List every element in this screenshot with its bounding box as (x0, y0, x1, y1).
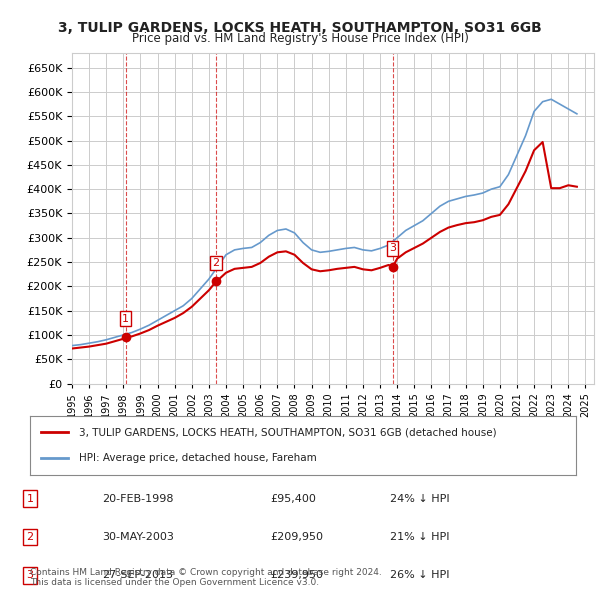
Text: £95,400: £95,400 (270, 494, 316, 503)
Text: 2: 2 (212, 258, 220, 268)
Text: Price paid vs. HM Land Registry's House Price Index (HPI): Price paid vs. HM Land Registry's House … (131, 32, 469, 45)
Text: 3, TULIP GARDENS, LOCKS HEATH, SOUTHAMPTON, SO31 6GB: 3, TULIP GARDENS, LOCKS HEATH, SOUTHAMPT… (58, 21, 542, 35)
Text: 20-FEB-1998: 20-FEB-1998 (102, 494, 173, 503)
Text: 21% ↓ HPI: 21% ↓ HPI (390, 532, 449, 542)
Text: 24% ↓ HPI: 24% ↓ HPI (390, 494, 449, 503)
Text: Contains HM Land Registry data © Crown copyright and database right 2024.
This d: Contains HM Land Registry data © Crown c… (30, 568, 382, 587)
Text: 3: 3 (389, 243, 396, 253)
Text: 26% ↓ HPI: 26% ↓ HPI (390, 571, 449, 580)
Text: 1: 1 (26, 494, 34, 503)
Text: 2: 2 (26, 532, 34, 542)
Text: 3: 3 (26, 571, 34, 580)
Text: £239,950: £239,950 (270, 571, 323, 580)
Text: £209,950: £209,950 (270, 532, 323, 542)
Text: 27-SEP-2013: 27-SEP-2013 (102, 571, 173, 580)
Text: 1: 1 (122, 313, 129, 323)
Text: 3, TULIP GARDENS, LOCKS HEATH, SOUTHAMPTON, SO31 6GB (detached house): 3, TULIP GARDENS, LOCKS HEATH, SOUTHAMPT… (79, 428, 497, 437)
Text: 30-MAY-2003: 30-MAY-2003 (102, 532, 174, 542)
Text: HPI: Average price, detached house, Fareham: HPI: Average price, detached house, Fare… (79, 454, 317, 463)
